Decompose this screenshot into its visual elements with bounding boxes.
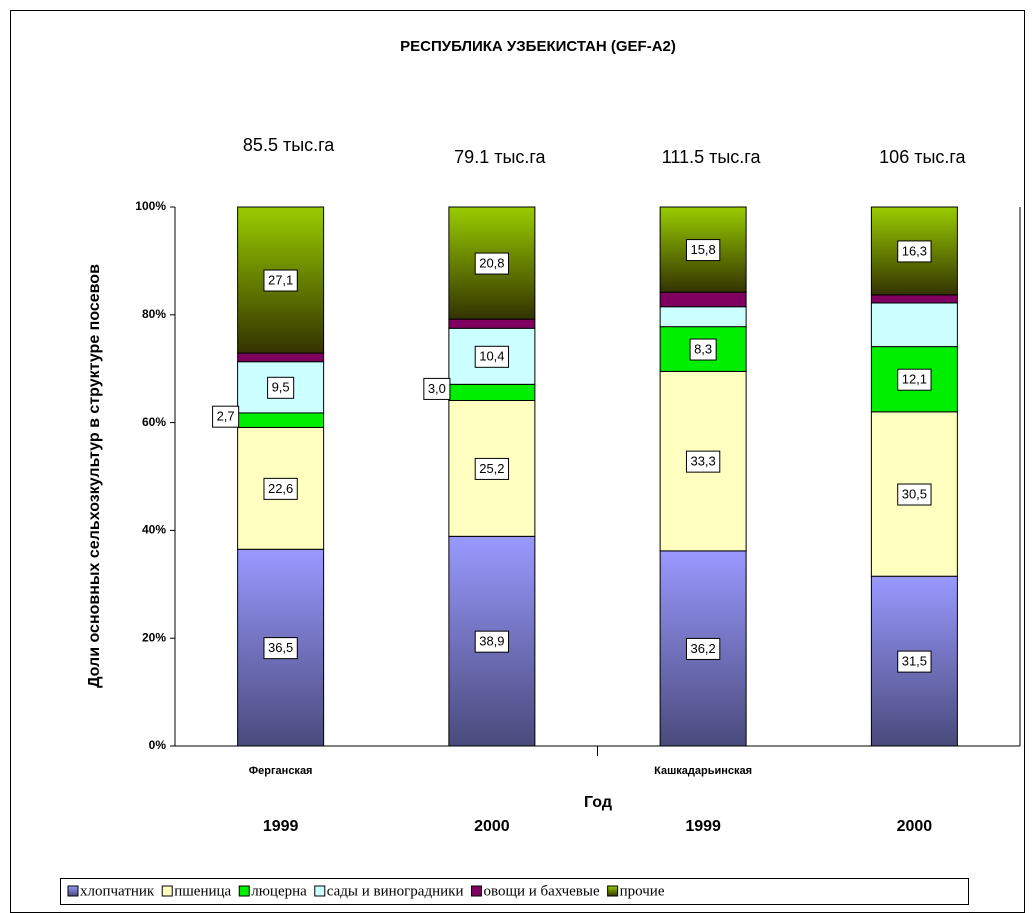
bar-segment [870, 294, 958, 304]
x-axis-label: Год [584, 794, 612, 811]
data-label: 2,7 [217, 409, 235, 424]
x-tick-label: 2000 [474, 818, 510, 835]
data-label-box [689, 338, 717, 361]
data-label: 15,8 [690, 242, 715, 257]
data-label-box [474, 345, 510, 368]
data-label: 25,2 [479, 461, 504, 476]
data-label-box [212, 405, 240, 428]
legend-label: люцерна [251, 883, 307, 899]
data-label: 10,4 [479, 349, 504, 364]
legend-label: прочие [620, 883, 665, 899]
legend-label: пшеница [174, 883, 231, 899]
data-label-box [897, 240, 932, 263]
data-label: 8,3 [694, 341, 712, 356]
x-tick-label: 1999 [685, 818, 721, 835]
data-label-box [897, 483, 932, 506]
data-label: 20,8 [479, 255, 504, 270]
data-label: 3,0 [428, 381, 446, 396]
data-label: 12,1 [902, 372, 927, 387]
data-label: 16,3 [902, 243, 927, 258]
x-tick-label: 2000 [897, 818, 933, 835]
bar-segment [237, 352, 325, 363]
legend-swatch [238, 885, 250, 897]
group-label: Ферганская [249, 765, 313, 777]
data-label: 22,6 [268, 481, 293, 496]
data-label: 36,5 [268, 640, 293, 655]
legend-box [60, 878, 969, 905]
bar-segment [237, 361, 325, 414]
data-label-box [685, 637, 721, 660]
data-label-box [474, 630, 510, 653]
legend-swatch [607, 885, 619, 897]
annotation: 106 тыс.га [879, 147, 966, 167]
annotation: 111.5 тыс.га [662, 147, 762, 167]
group-label: Кашкадарьинская [654, 765, 752, 777]
bar-segment [448, 383, 536, 402]
legend-swatch [314, 885, 326, 897]
data-label-box [263, 637, 298, 660]
legend-label: овощи и бахчевые [483, 883, 599, 899]
y-tick-label: 40% [142, 523, 166, 537]
annotation: 79.1 тыс.га [454, 147, 546, 167]
legend-swatch [470, 885, 482, 897]
x-tick-label: 1999 [263, 818, 299, 835]
data-label: 30,5 [902, 486, 927, 501]
y-tick-label: 0% [149, 738, 167, 752]
bar-segment [448, 318, 536, 329]
data-label: 33,3 [690, 454, 715, 469]
legend-swatch [67, 885, 79, 897]
y-tick-label: 100% [135, 199, 166, 213]
bar-segment [870, 302, 958, 348]
y-axis-label: Доли основных сельхозкультур в структуре… [86, 264, 103, 688]
data-label-box [897, 650, 932, 673]
data-label: 9,5 [272, 380, 290, 395]
data-label-box [423, 377, 451, 400]
data-label-box [267, 376, 295, 399]
data-label-box [474, 252, 510, 275]
bar-segment [237, 412, 325, 428]
data-label: 36,2 [690, 641, 715, 656]
y-tick-label: 20% [142, 630, 166, 644]
chart-title: РЕСПУБЛИКА УЗБЕКИСТАН (GEF-A2) [400, 38, 676, 55]
data-label-box [897, 368, 932, 391]
legend-label: хлопчатник [80, 883, 155, 899]
y-tick-label: 80% [142, 307, 166, 321]
data-label-box [474, 457, 510, 480]
bar-segment [659, 306, 747, 328]
data-label: 31,5 [902, 654, 927, 669]
y-tick-label: 60% [142, 415, 166, 429]
legend-label: сады и виноградники [327, 883, 464, 899]
bar-segment [659, 291, 747, 308]
data-label: 38,9 [479, 634, 504, 649]
data-label-box [685, 239, 721, 262]
data-label-box [263, 477, 298, 500]
legend-swatch [161, 885, 173, 897]
data-label-box [263, 269, 298, 292]
data-label: 27,1 [268, 272, 293, 287]
data-label-box [685, 450, 721, 473]
annotation: 85.5 тыс.га [243, 135, 335, 155]
